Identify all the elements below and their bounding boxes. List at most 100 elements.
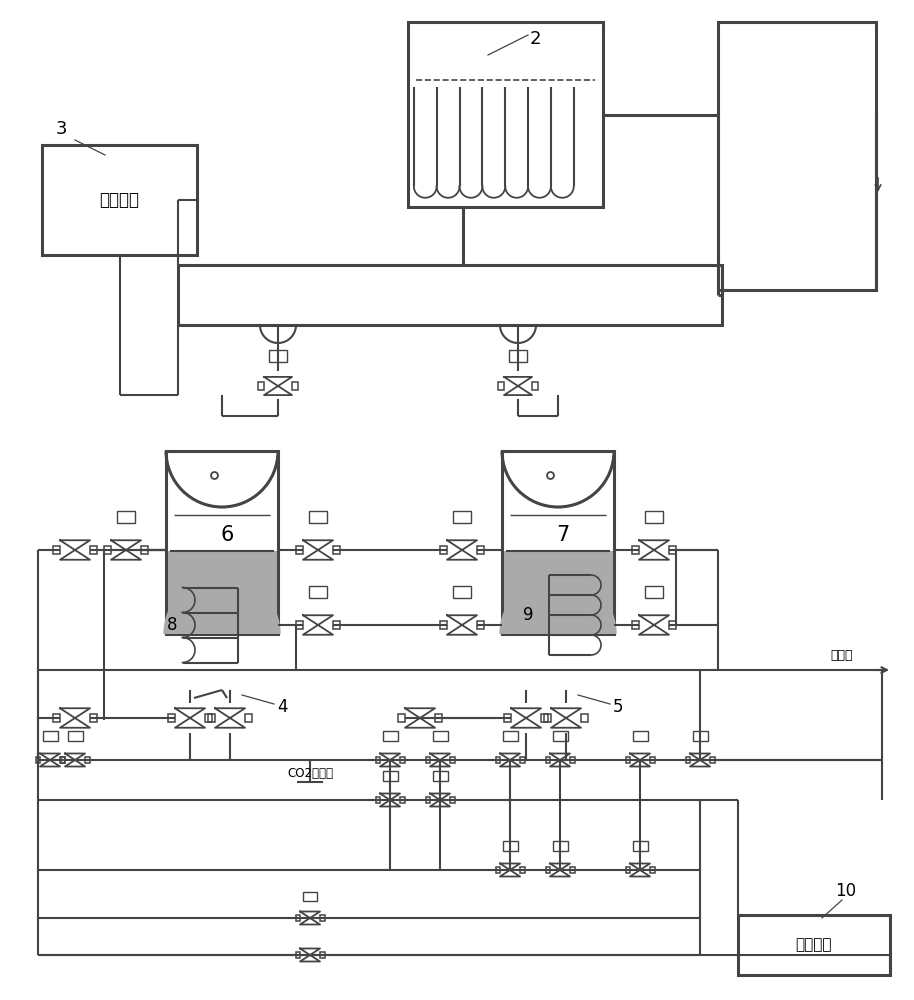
Bar — [296, 546, 303, 554]
Bar — [376, 757, 380, 763]
Bar — [503, 731, 517, 741]
Bar — [650, 757, 654, 763]
Bar — [426, 797, 430, 803]
Bar — [441, 546, 447, 554]
Bar — [320, 952, 324, 958]
Bar — [520, 867, 525, 873]
Bar — [292, 382, 298, 390]
Bar — [632, 731, 647, 741]
Bar — [546, 757, 550, 763]
Bar — [645, 586, 663, 598]
Bar — [60, 757, 65, 763]
Text: 2: 2 — [530, 30, 541, 48]
Bar — [400, 797, 405, 803]
Bar — [477, 546, 484, 554]
Bar — [42, 145, 197, 255]
Bar — [320, 915, 324, 921]
Bar — [208, 714, 215, 722]
Bar — [502, 451, 614, 634]
Bar — [450, 797, 454, 803]
Bar — [495, 757, 500, 763]
Bar — [432, 731, 448, 741]
Bar — [693, 731, 707, 741]
Bar — [53, 714, 60, 722]
Bar — [477, 621, 484, 629]
Bar — [167, 551, 277, 634]
Bar — [532, 382, 538, 390]
Bar — [669, 546, 675, 554]
Text: 6: 6 — [220, 525, 234, 545]
Text: 8: 8 — [166, 616, 177, 634]
Bar — [645, 511, 663, 523]
Text: 4: 4 — [277, 698, 288, 716]
Text: 9: 9 — [523, 606, 533, 624]
Bar — [453, 586, 471, 598]
Bar — [546, 867, 550, 873]
Bar — [450, 757, 454, 763]
Bar — [520, 757, 525, 763]
Text: 压力气源: 压力气源 — [100, 191, 140, 209]
Bar — [382, 731, 398, 741]
Bar — [686, 757, 690, 763]
Bar — [632, 546, 639, 554]
Bar — [36, 757, 40, 763]
Bar — [426, 757, 430, 763]
Bar — [669, 621, 675, 629]
Bar — [570, 867, 575, 873]
Bar — [625, 867, 630, 873]
Bar — [333, 546, 340, 554]
Text: 冰水机组: 冰水机组 — [796, 938, 833, 952]
Bar — [441, 621, 447, 629]
Bar — [90, 714, 97, 722]
Bar — [435, 714, 441, 722]
Bar — [632, 621, 639, 629]
Bar — [117, 511, 135, 523]
Bar — [104, 546, 111, 554]
Text: 10: 10 — [835, 882, 856, 900]
Text: 排污口: 排污口 — [830, 649, 853, 662]
Text: CO2进液口: CO2进液口 — [287, 767, 333, 780]
Bar — [295, 915, 300, 921]
Bar — [295, 952, 300, 958]
Bar — [400, 757, 405, 763]
Bar — [333, 621, 340, 629]
Bar — [625, 757, 630, 763]
Bar — [552, 841, 568, 851]
Bar — [258, 382, 264, 390]
Text: 7: 7 — [557, 525, 569, 545]
Bar — [90, 546, 97, 554]
Bar — [408, 22, 603, 207]
Bar — [632, 841, 647, 851]
Bar — [205, 714, 212, 722]
Bar — [68, 731, 82, 741]
Bar — [382, 771, 398, 781]
Bar — [453, 511, 471, 523]
Bar — [178, 265, 722, 325]
Bar — [168, 714, 175, 722]
Bar — [245, 714, 251, 722]
Bar — [552, 731, 568, 741]
Bar — [495, 867, 500, 873]
Bar — [570, 757, 575, 763]
Bar — [53, 546, 60, 554]
Bar — [296, 621, 303, 629]
Bar — [60, 757, 65, 763]
Bar — [309, 586, 327, 598]
Bar — [303, 892, 317, 901]
Bar — [503, 841, 517, 851]
Bar — [42, 731, 58, 741]
Bar — [309, 511, 327, 523]
Text: 5: 5 — [613, 698, 623, 716]
Bar — [504, 551, 612, 634]
Bar — [376, 797, 380, 803]
Bar — [166, 451, 278, 634]
Bar — [432, 771, 448, 781]
Bar — [710, 757, 715, 763]
Bar — [141, 546, 148, 554]
Bar — [541, 714, 547, 722]
Bar — [581, 714, 588, 722]
Bar — [544, 714, 551, 722]
Bar — [650, 867, 654, 873]
Bar — [399, 714, 405, 722]
Bar — [738, 915, 890, 975]
